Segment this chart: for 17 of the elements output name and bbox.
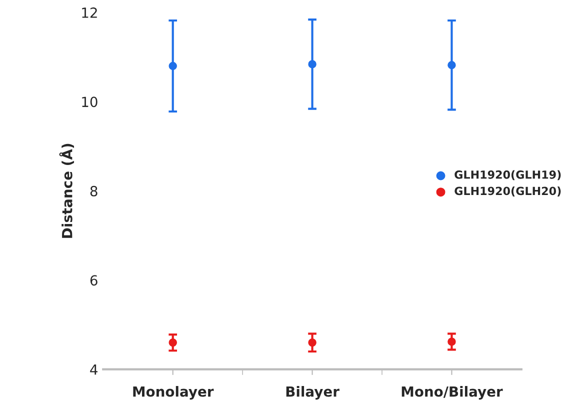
legend-label: GLH1920(GLH20) <box>454 186 561 196</box>
y-axis-title: Distance (Å) <box>59 144 74 238</box>
point <box>448 60 456 70</box>
x-tick-label: Bilayer <box>286 386 340 400</box>
point <box>308 338 316 347</box>
y-tick-label: 8 <box>90 186 98 196</box>
x-tick-label: Monolayer <box>133 386 214 400</box>
point <box>308 60 316 68</box>
point <box>168 62 177 70</box>
y-tick-label: 10 <box>82 96 98 108</box>
legend-label: GLH1920(GLH19) <box>454 170 561 180</box>
point <box>168 338 177 347</box>
y-tick-label: 6 <box>90 275 98 286</box>
x-tick-label: Mono/Bilayer <box>402 386 503 400</box>
point <box>448 338 456 346</box>
y-tick-label: 4 <box>90 364 98 375</box>
y-tick-label: 12 <box>82 7 97 18</box>
